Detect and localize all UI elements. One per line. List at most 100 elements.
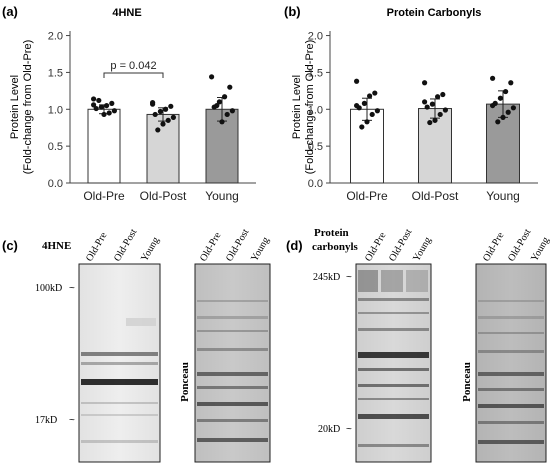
blot-c-title: 4HNE	[42, 240, 71, 252]
x-tick-label: Old-Pre	[346, 189, 388, 203]
bar-old-pre	[87, 108, 121, 184]
blot-d-stain-lane-1: Old-Pre	[481, 230, 507, 263]
data-point	[508, 80, 514, 86]
blot-panel-d: (d) Protein carbonyls Old-Pre Old-Post Y…	[286, 227, 550, 463]
chart-b: (b) Protein Carbonyls Protein Level (Fol…	[284, 4, 538, 203]
chart-a-xlabels: Old-Pre Old-Post Young	[83, 189, 238, 203]
data-point	[354, 78, 360, 84]
data-point	[150, 100, 156, 106]
y-tick-label: 1.0	[308, 104, 323, 116]
data-point	[440, 91, 446, 98]
data-point	[427, 119, 433, 126]
data-point	[219, 119, 225, 125]
data-point	[424, 104, 430, 110]
blot-c-stain-lane-1: Old-Pre	[198, 230, 224, 263]
blot-d-stain-lane-3: Young	[529, 235, 550, 263]
y-tick-label: 2.0	[48, 31, 63, 43]
chart-a: (a) 4HNE Protein Level (Fold-change from…	[2, 4, 256, 203]
blot-c-stain-label: Ponceau	[179, 362, 191, 402]
data-point	[495, 119, 501, 125]
chart-a-ylabel-line1: Protein Level	[9, 75, 21, 139]
x-tick-label: Young	[205, 189, 239, 203]
data-point	[422, 80, 428, 86]
data-point	[490, 102, 496, 109]
blot-d-ponceau-membrane	[475, 263, 547, 463]
data-point	[222, 94, 228, 100]
data-point	[101, 111, 107, 118]
data-point	[372, 90, 378, 96]
data-point	[216, 99, 222, 105]
y-tick-label: 0.0	[48, 178, 63, 190]
data-point	[111, 108, 117, 114]
y-tick-label: 0.5	[48, 141, 63, 153]
chart-b-xlabels: Old-Pre Old-Post Young	[346, 189, 519, 203]
blot-c-marker-low-tick: ~	[69, 415, 75, 426]
panel-d-label: (d)	[286, 238, 303, 253]
data-point	[96, 97, 102, 104]
blot-c-marker-high: 100kD	[35, 283, 62, 294]
y-tick-label: 2.0	[308, 31, 323, 43]
x-tick-label: Old-Post	[412, 189, 459, 203]
blot-c-lane-3: Young	[139, 235, 162, 263]
x-tick-label: Old-Post	[140, 189, 187, 203]
blot-d-lane-1: Old-Pre	[363, 230, 389, 263]
x-tick-label: Old-Pre	[83, 189, 125, 203]
chart-a-points	[91, 74, 235, 133]
bar-old-post	[418, 108, 452, 184]
data-point	[157, 108, 163, 115]
blot-c-ponceau-membrane	[194, 263, 271, 463]
data-point	[429, 101, 435, 107]
data-point	[500, 114, 506, 120]
x-tick-label: Young	[486, 189, 520, 203]
panel-b-label: (b)	[284, 4, 301, 19]
blot-c-marker-low: 17kD	[35, 415, 57, 426]
significance-bracket	[103, 72, 164, 78]
blot-d-membrane	[355, 263, 432, 463]
chart-a-ylabel-line2: (Fold-change from Old-Pre)	[22, 40, 34, 175]
data-point	[367, 93, 373, 99]
data-point	[91, 96, 97, 102]
data-point	[165, 117, 171, 123]
data-point	[155, 127, 161, 133]
data-point	[374, 108, 380, 114]
data-point	[170, 114, 176, 120]
panel-c-label: (c)	[2, 238, 18, 253]
data-point	[505, 109, 511, 115]
chart-b-ylabel-line1: Protein Level	[291, 75, 303, 139]
blot-panel-c: (c) 4HNE Old-Pre Old-Post Young 100kD ~ …	[2, 227, 272, 463]
data-point	[91, 102, 97, 108]
blot-c-marker-high-tick: ~	[69, 283, 75, 294]
chart-a-ticks: 0.0 0.5 1.0 1.5 2.0	[48, 31, 70, 190]
data-point	[490, 75, 496, 81]
y-tick-label: 1.5	[308, 67, 323, 79]
chart-b-ticks: 0.0 0.5 1.0 1.5 2.0	[308, 31, 330, 190]
blot-c-lane-1: Old-Pre	[84, 230, 110, 263]
blot-c-stain-lane-3: Young	[249, 235, 272, 263]
panel-a-label: (a)	[2, 4, 18, 19]
data-point	[152, 111, 158, 118]
data-point	[497, 95, 503, 101]
y-tick-label: 1.5	[48, 67, 63, 79]
data-point	[224, 111, 230, 118]
data-point	[106, 110, 112, 116]
data-point	[422, 99, 428, 105]
data-point	[163, 106, 169, 112]
data-point	[160, 121, 166, 127]
blot-d-marker-low: 20kD	[318, 424, 340, 435]
blot-d-marker-high-tick: ~	[346, 272, 352, 283]
data-point	[442, 107, 448, 113]
data-point	[93, 105, 99, 112]
data-point	[98, 104, 104, 110]
blot-d-lane-3: Young	[411, 235, 434, 263]
data-point	[109, 100, 115, 106]
chart-a-title: 4HNE	[112, 7, 141, 19]
data-point	[229, 108, 235, 114]
chart-b-ylabel-line2: (Fold-change from Old-Pre)	[304, 40, 316, 175]
data-point	[168, 103, 174, 109]
blot-d-marker-high: 245kD	[313, 272, 340, 283]
blot-c-lane-2: Old-Post	[112, 227, 139, 263]
data-point	[432, 117, 438, 123]
significance-label: p = 0.042	[110, 60, 156, 72]
blot-d-title-line1: Protein	[314, 227, 349, 239]
